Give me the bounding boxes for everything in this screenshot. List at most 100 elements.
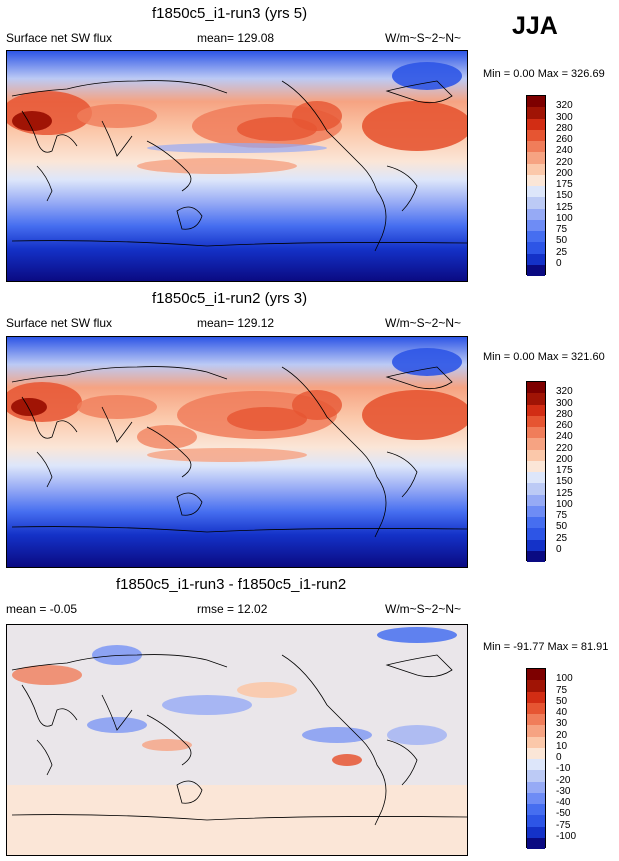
colorbar-swatch [527, 152, 545, 164]
season-label: JJA [512, 12, 558, 40]
colorbar-swatch [527, 680, 545, 692]
colorbar-swatch [527, 770, 545, 782]
panel1-title: f1850c5_i1-run3 (yrs 5) [152, 5, 308, 22]
colorbar-tick-label: 50 [556, 695, 568, 707]
colorbar-swatch [527, 826, 545, 838]
colorbar-swatch [527, 781, 545, 793]
colorbar-swatch [527, 174, 545, 186]
colorbar-swatch [527, 449, 545, 461]
colorbar-tick-label: 100 [556, 673, 573, 685]
colorbar-swatch [527, 118, 545, 130]
colorbar-tick-label: 100 [556, 212, 573, 224]
colorbar-swatch [527, 804, 545, 816]
colorbar-swatch [527, 669, 545, 681]
colorbar-tick-label: 320 [556, 386, 573, 398]
colorbar-tick-label: 75 [556, 684, 568, 696]
colorbar-swatch [527, 494, 545, 506]
panel3-map [6, 624, 468, 856]
colorbar-tick-label: 240 [556, 431, 573, 443]
colorbar-tick-label: 220 [556, 156, 573, 168]
colorbar-swatch [527, 141, 545, 153]
panel1-variable-label: Surface net SW flux [6, 31, 113, 45]
colorbar-tick-label: 175 [556, 465, 573, 476]
colorbar-swatch [527, 404, 545, 416]
colorbar-swatch [527, 393, 545, 405]
colorbar-swatch [527, 759, 545, 771]
colorbar-tick-label: 75 [556, 224, 568, 235]
colorbar-swatch [527, 550, 545, 562]
panel3-rmse-label: rmse = 12.02 [197, 602, 268, 616]
colorbar-swatch [527, 208, 545, 220]
colorbar-tick-label: -75 [556, 819, 571, 831]
colorbar-tick-label: -20 [556, 774, 571, 786]
colorbar-swatch [527, 725, 545, 737]
colorbar-tick-label: 280 [556, 122, 573, 134]
colorbar-swatch [527, 96, 545, 108]
colorbar-tick-label: 50 [556, 235, 568, 247]
colorbar-swatch [527, 415, 545, 427]
colorbar-tick-label: 125 [556, 487, 573, 499]
colorbar-tick-label: 150 [556, 190, 573, 202]
colorbar-tick-label: 200 [556, 167, 573, 179]
colorbar-tick-label: 175 [556, 179, 573, 190]
colorbar-swatch [527, 837, 545, 849]
colorbar-tick-label: -30 [556, 785, 571, 797]
panel3-colorbar [526, 668, 546, 849]
colorbar-tick-label: 25 [556, 246, 568, 258]
colorbar-tick-label: 0 [556, 257, 562, 269]
panel2-mean-label: mean= 129.12 [197, 316, 275, 330]
colorbar-swatch [527, 472, 545, 484]
colorbar-swatch [527, 438, 545, 450]
panel2-minmax-label: Min = 0.00 Max = 321.60 [483, 351, 605, 363]
colorbar-tick-label: 10 [556, 740, 568, 752]
colorbar-tick-label: 300 [556, 111, 573, 123]
colorbar-swatch [527, 129, 545, 141]
colorbar-swatch [527, 264, 545, 276]
colorbar-swatch [527, 691, 545, 703]
colorbar-swatch [527, 528, 545, 540]
colorbar-tick-label: -100 [556, 830, 577, 842]
colorbar-tick-label: 240 [556, 145, 573, 157]
colorbar-swatch [527, 736, 545, 748]
colorbar-swatch [527, 702, 545, 714]
colorbar-tick-label: -50 [556, 808, 571, 820]
panel1-colorbar [526, 95, 546, 276]
panel2-variable-label: Surface net SW flux [6, 316, 113, 330]
panel3-mean-label: mean = -0.05 [6, 602, 78, 616]
panel3-units-label: W/m~S~2~N~ [385, 602, 462, 616]
colorbar-tick-label: 0 [556, 752, 562, 763]
panel3-title: f1850c5_i1-run3 - f1850c5_i1-run2 [116, 576, 347, 593]
panel1-mean-label: mean= 129.08 [197, 31, 275, 45]
panel2-units-label: W/m~S~2~N~ [385, 316, 462, 330]
panel2-map [6, 336, 468, 568]
colorbar-tick-label: 75 [556, 510, 568, 521]
colorbar-tick-label: 20 [556, 729, 568, 741]
panel1-minmax-label: Min = 0.00 Max = 326.69 [483, 68, 605, 80]
colorbar-swatch [527, 483, 545, 495]
colorbar-tick-label: 200 [556, 453, 573, 465]
colorbar-swatch [527, 231, 545, 243]
colorbar-swatch [527, 792, 545, 804]
colorbar-tick-label: -10 [556, 763, 571, 775]
colorbar-tick-label: 300 [556, 397, 573, 409]
panel3-minmax-label: Min = -91.77 Max = 81.91 [483, 641, 609, 653]
colorbar-swatch [527, 163, 545, 175]
colorbar-swatch [527, 382, 545, 394]
colorbar-swatch [527, 539, 545, 551]
colorbar-tick-label: 30 [556, 718, 568, 730]
colorbar-swatch [527, 747, 545, 759]
colorbar-swatch [527, 505, 545, 517]
colorbar-swatch [527, 460, 545, 472]
colorbar-swatch [527, 219, 545, 231]
colorbar-tick-label: 220 [556, 442, 573, 454]
colorbar-tick-label: 260 [556, 420, 573, 431]
colorbar-tick-label: 280 [556, 408, 573, 420]
colorbar-tick-label: 260 [556, 134, 573, 145]
colorbar-tick-label: 40 [556, 707, 568, 718]
panel2-title: f1850c5_i1-run2 (yrs 3) [152, 290, 308, 307]
panel1-units-label: W/m~S~2~N~ [385, 31, 462, 45]
colorbar-tick-label: 125 [556, 201, 573, 213]
colorbar-tick-label: 0 [556, 543, 562, 555]
colorbar-tick-label: 320 [556, 100, 573, 112]
colorbar-tick-label: -40 [556, 797, 571, 808]
